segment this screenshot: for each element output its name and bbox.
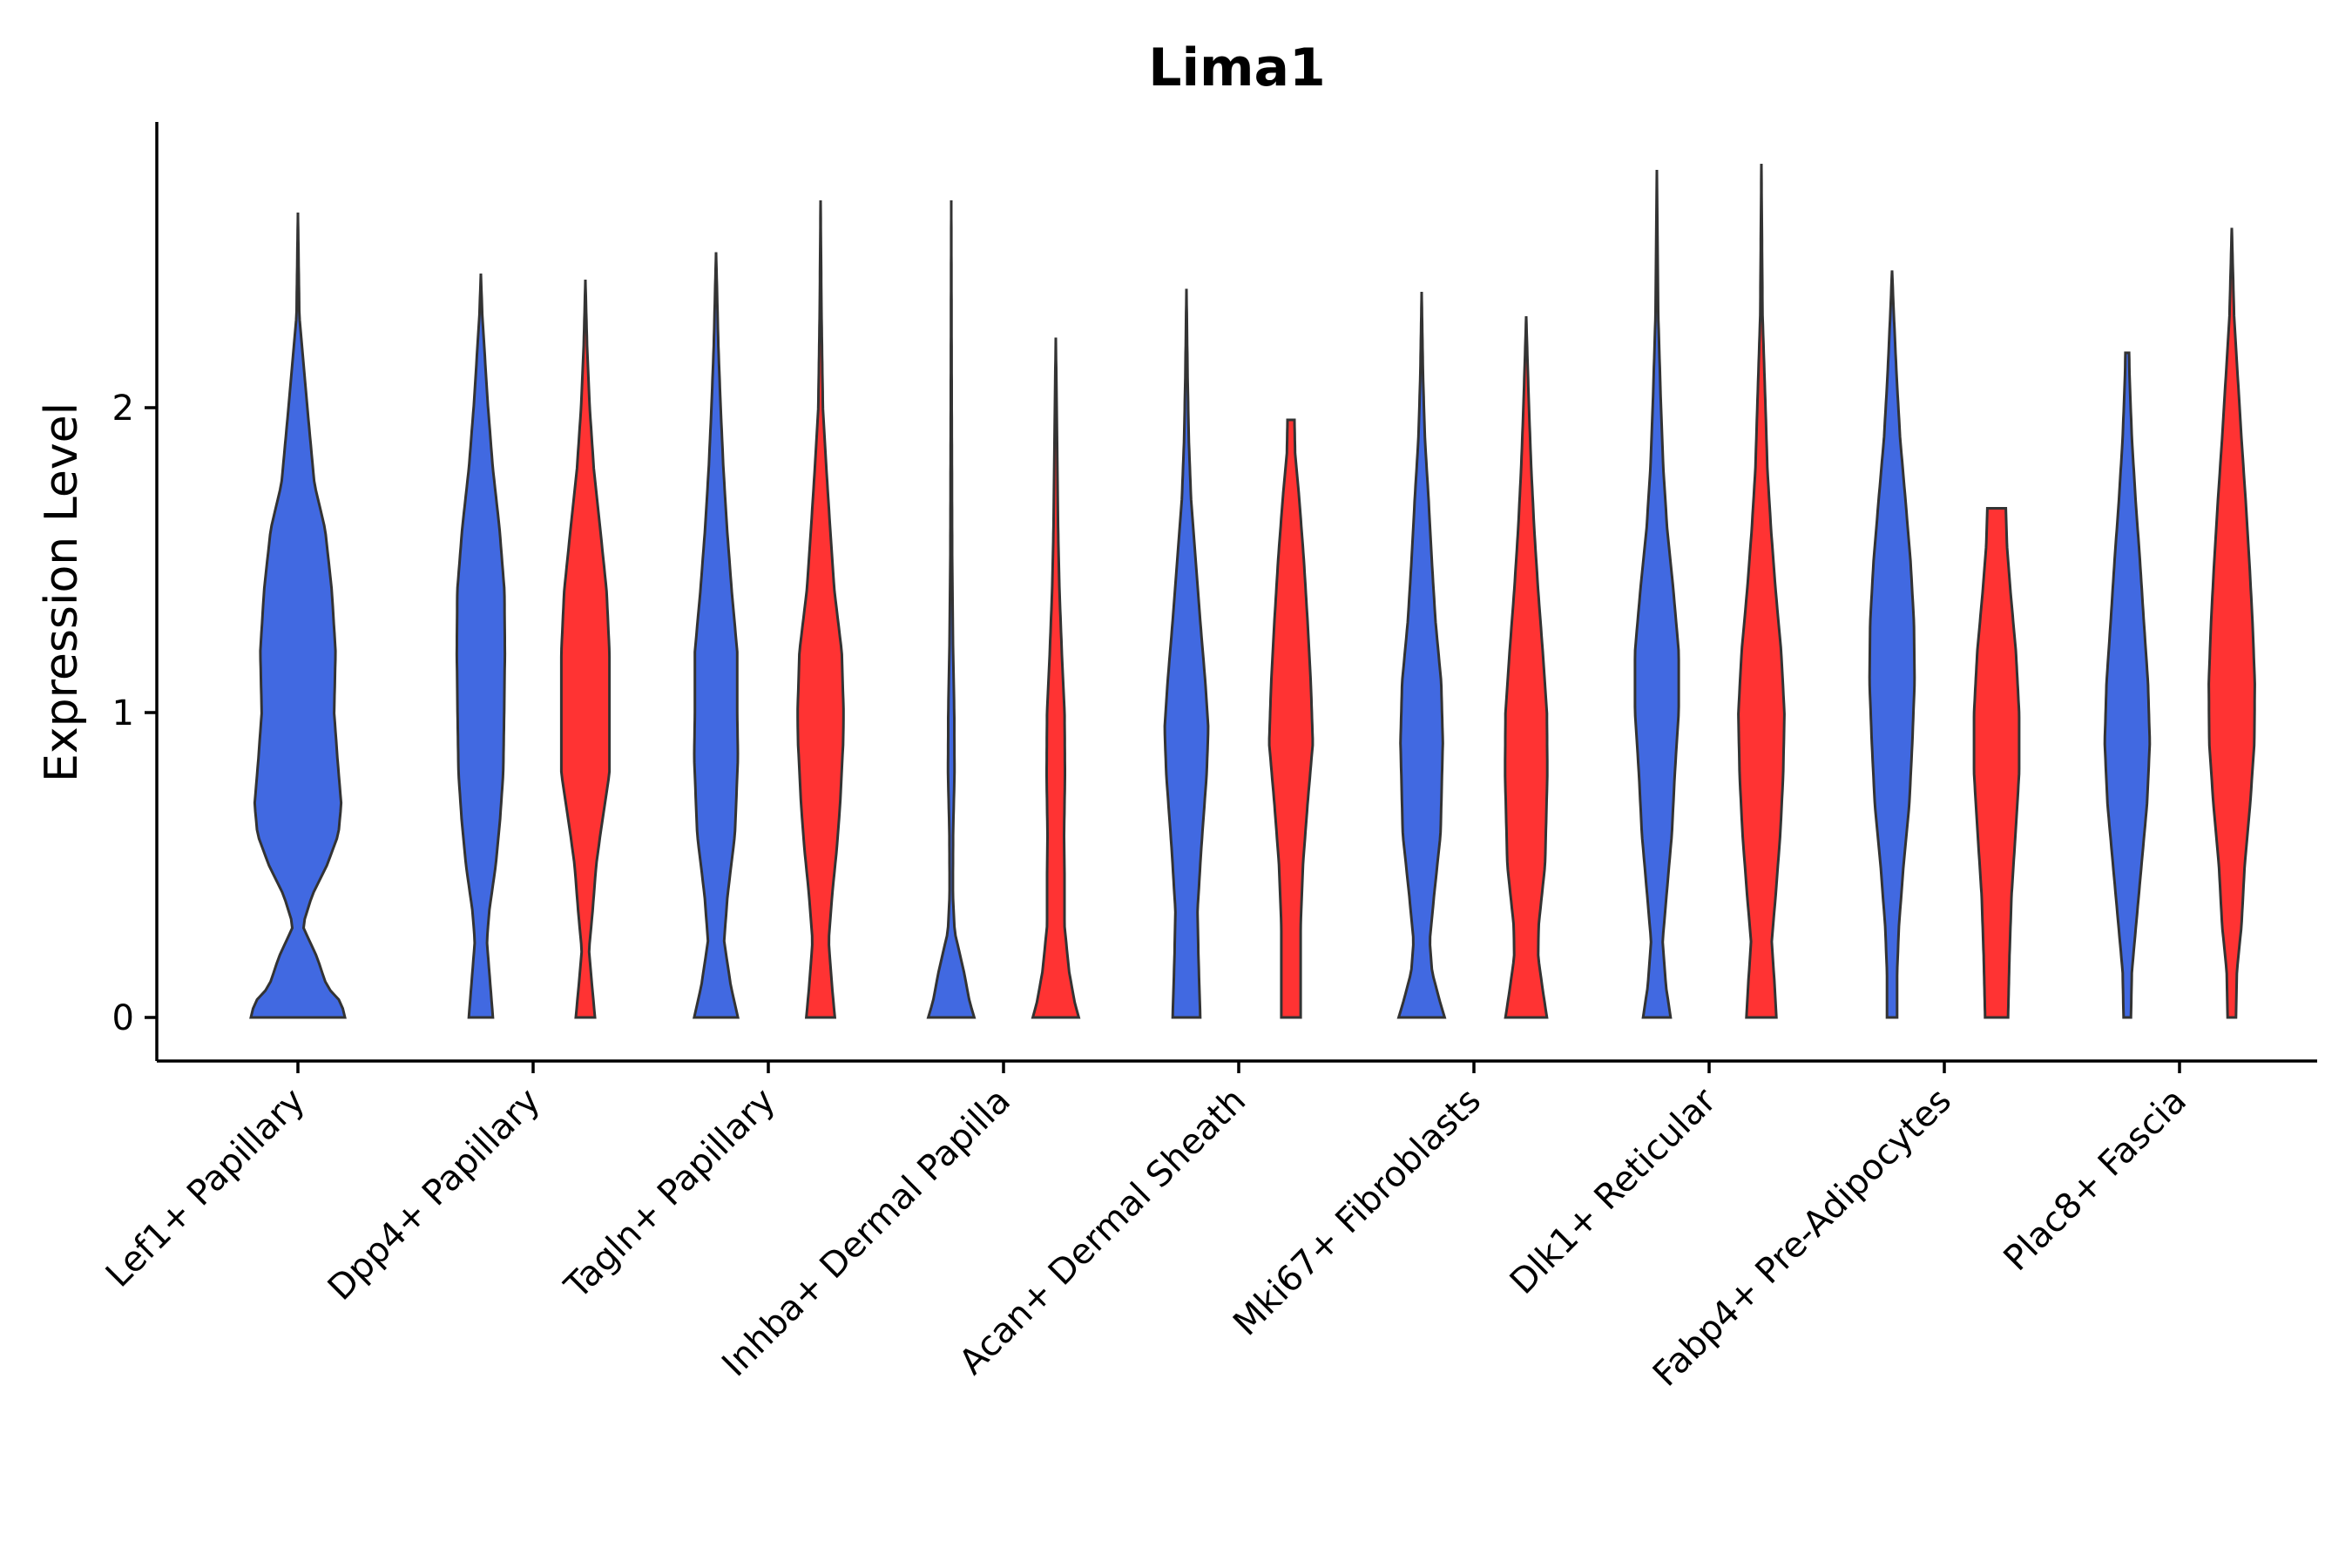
y-axis-label: Expression Level — [36, 402, 88, 782]
violin-6-blue — [1396, 291, 1447, 1019]
y-tick-label-2: 2 — [112, 389, 134, 429]
violin-3-red — [796, 199, 845, 1019]
violin-6-red — [1504, 315, 1549, 1019]
axes-layer — [155, 122, 2317, 1063]
violin-1-blue — [249, 212, 347, 1019]
x-tick-label-3: Tagln+ Papillary — [557, 1081, 783, 1308]
violin-9-blue — [2103, 351, 2152, 1019]
violin-7-blue — [1633, 169, 1680, 1019]
violin-8-red — [1972, 507, 2021, 1019]
x-tick-label-7: Dlk1+ Reticular — [1503, 1080, 1725, 1302]
y-tick-label-0: 0 — [112, 998, 134, 1038]
violins-layer — [249, 163, 2256, 1019]
violin-9-red — [2207, 227, 2256, 1019]
violin-3-blue — [693, 252, 740, 1019]
x-tick-label-1: Lef1+ Papillary — [98, 1081, 313, 1295]
violin-4-red — [1031, 337, 1081, 1019]
violin-7-red — [1737, 163, 1786, 1019]
violin-4-blue — [926, 200, 977, 1019]
violin-8-blue — [1868, 270, 1916, 1019]
violin-5-red — [1267, 418, 1315, 1019]
violin-2-blue — [455, 273, 507, 1019]
x-tick-label-2: Dpp4+ Papillary — [321, 1081, 548, 1308]
x-tick-label-6: Mki67+ Fibroblasts — [1226, 1081, 1489, 1344]
y-tick-label-1: 1 — [112, 693, 134, 733]
violin-2-red — [559, 279, 612, 1019]
violin-5-blue — [1163, 288, 1210, 1019]
chart-title: Lima1 — [1148, 37, 1326, 98]
x-tick-label-9: Plac8+ Fascia — [1997, 1081, 2195, 1280]
